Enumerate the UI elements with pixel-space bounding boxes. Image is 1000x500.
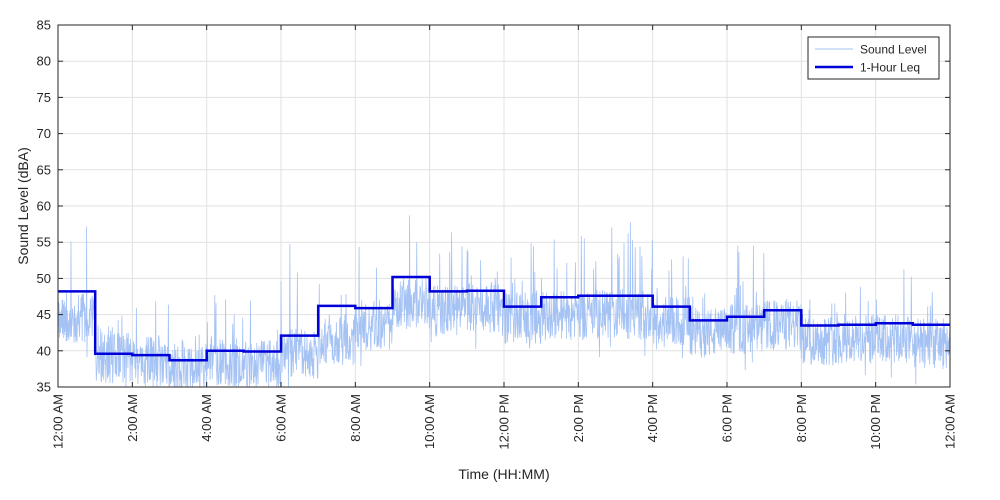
y-tick-label-65: 65 [37,162,51,177]
x-tick-label-8: 8:00 AM [348,394,363,442]
y-tick-label-80: 80 [37,54,51,69]
legend-box [807,36,940,80]
y-tick-label-55: 55 [37,235,51,250]
leq-series [58,275,950,362]
leq-step-line [58,275,950,362]
y-tick-label-45: 45 [37,307,51,322]
y-tick-label-85: 85 [37,18,51,33]
x-tick-label-6: 6:00 AM [274,394,289,442]
x-tick-label-22: 10:00 PM [868,394,883,450]
x-tick-label-18: 6:00 PM [720,394,735,442]
x-tick-label-14: 2:00 PM [571,394,586,442]
axis-ticks [57,24,951,388]
x-tick-label-0: 12:00 AM [51,394,66,449]
legend-label-leq: 1-Hour Leq [860,61,920,75]
y-tick-label-60: 60 [37,199,51,214]
y-tick-label-75: 75 [37,90,51,105]
y-tick-label-40: 40 [37,343,51,358]
x-tick-label-24: 12:00 AM [943,394,958,449]
x-tick-label-16: 4:00 PM [645,394,660,442]
y-axis-title: Sound Level (dBA) [15,147,31,265]
x-tick-label-12: 12:00 PM [497,394,512,450]
y-tick-label-35: 35 [37,380,51,395]
x-tick-label-2: 2:00 AM [125,394,140,442]
y-tick-label-70: 70 [37,126,51,141]
legend-label-sound-level: Sound Level [860,43,927,57]
x-tick-label-10: 10:00 AM [422,394,437,449]
y-tick-label-50: 50 [37,271,51,286]
x-axis-title: Time (HH:MM) [458,466,549,482]
x-tick-label-4: 4:00 AM [199,394,214,442]
tick-labels: 35 40 45 50 55 60 65 70 75 80 85 12:00 AM 2:00 AM 4:0… [37,18,958,450]
legend: Sound Level 1-Hour Leq [807,36,940,80]
x-tick-label-20: 8:00 PM [794,394,809,442]
